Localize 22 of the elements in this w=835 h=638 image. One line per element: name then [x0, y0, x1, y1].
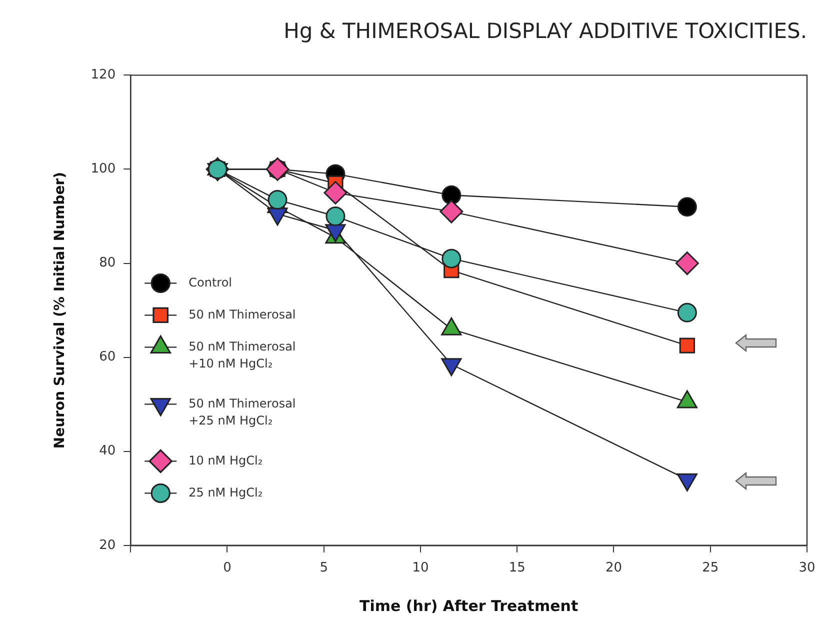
legend-label: 50 nM Thimerosal +25 nM HgCl₂: [188, 396, 296, 428]
y-tick-label: 80: [99, 256, 116, 271]
x-axis-title: Time (hr) After Treatment: [360, 596, 578, 615]
x-tick-label: 20: [605, 560, 622, 576]
y-tick-label: 20: [99, 538, 116, 553]
y-tick-label: 40: [99, 444, 116, 459]
x-tick-label: 0: [223, 560, 232, 576]
y-axis-title: Neuron Survival (% Initial Number): [52, 172, 68, 449]
legend-label: Control: [188, 275, 232, 290]
legend-label: 50 nM Thimerosal +10 nM HgCl₂: [188, 339, 296, 370]
x-tick-label: 5: [320, 560, 328, 576]
legend-label: 25 nM HgCl₂: [188, 485, 263, 500]
x-tick-label: 30: [798, 560, 816, 576]
legend-label: 50 nM Thimerosal: [188, 307, 296, 322]
x-tick-label: 25: [702, 560, 719, 576]
x-tick-label: 10: [412, 560, 429, 576]
y-tick-label: 120: [90, 68, 116, 83]
x-tick-label: 15: [508, 560, 526, 576]
y-tick-label: 100: [90, 162, 116, 177]
chart-title: Hg & THIMEROSAL DISPLAY ADDITIVE TOXICITIES.: [284, 19, 807, 44]
y-tick-label: 60: [99, 350, 116, 365]
legend-label: 10 nM HgCl₂: [188, 453, 263, 468]
